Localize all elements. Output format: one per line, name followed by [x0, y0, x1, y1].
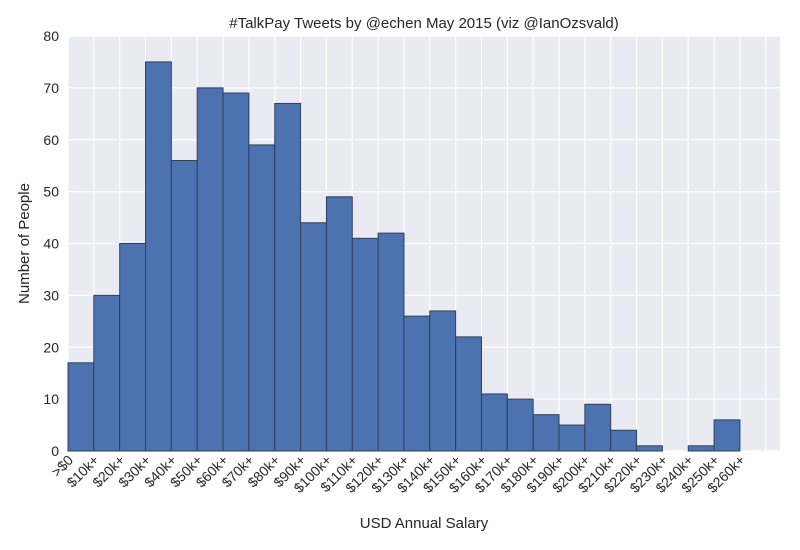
y-tick-label: 40: [43, 236, 59, 252]
y-tick-label: 50: [43, 184, 59, 200]
bar: [119, 243, 147, 452]
y-axis-label: Number of People: [16, 183, 33, 304]
bar: [506, 398, 534, 452]
bar: [403, 315, 431, 452]
bar: [170, 160, 198, 452]
bar: [687, 445, 715, 452]
y-tick-labels: 0 10 20 30 40 50 60 70 80: [43, 28, 59, 459]
bar: [480, 393, 508, 452]
bar: [532, 414, 560, 452]
y-tick-label: 30: [43, 287, 59, 303]
x-axis-label: USD Annual Salary: [360, 515, 489, 532]
bar: [713, 419, 741, 452]
y-tick-label: 20: [43, 339, 59, 355]
bar: [300, 222, 327, 452]
bar: [636, 445, 663, 452]
x-tick-labels: >$0$10k+$20k+$30k+$40k+$50k+$60k+$70k+$8…: [48, 452, 748, 496]
y-tick-label: 0: [51, 443, 59, 459]
bar: [584, 403, 612, 452]
y-tick-label: 10: [43, 391, 59, 407]
bar: [248, 144, 276, 452]
bar: [325, 196, 353, 452]
bar: [429, 310, 457, 452]
bar: [377, 232, 405, 452]
bar: [93, 294, 121, 452]
chart-title: #TalkPay Tweets by @echen May 2015 (viz …: [229, 15, 619, 32]
bar: [67, 362, 95, 452]
bar: [222, 92, 250, 452]
bar: [274, 102, 302, 452]
bar: [145, 61, 172, 452]
bar: [351, 237, 379, 452]
y-tick-label: 70: [43, 80, 59, 96]
y-tick-label: 80: [43, 28, 59, 44]
bar: [558, 424, 586, 452]
bar: [455, 336, 482, 452]
bar: [196, 87, 224, 452]
y-tick-label: 60: [43, 132, 59, 148]
bars: [67, 61, 741, 452]
bar: [610, 429, 638, 452]
